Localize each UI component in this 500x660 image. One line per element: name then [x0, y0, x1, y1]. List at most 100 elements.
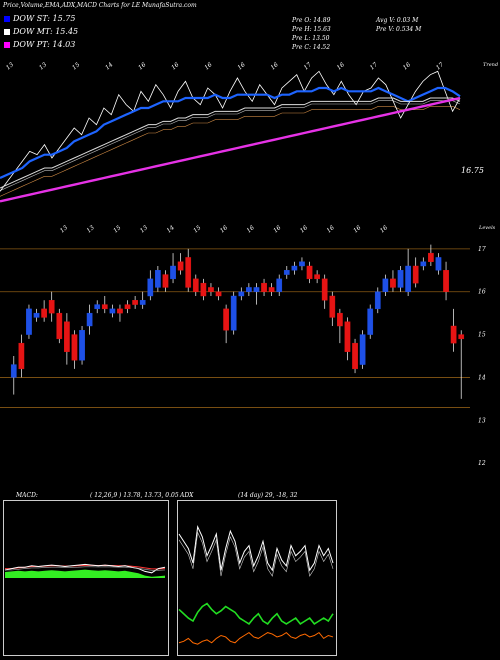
macd-signal-line: [5, 564, 166, 570]
candle-body: [412, 265, 419, 284]
candle-body: [155, 270, 161, 288]
last-value-label: 16.75: [461, 166, 484, 175]
date-label: 16: [269, 61, 279, 71]
date-label: 16: [402, 61, 412, 71]
candle-body: [41, 308, 47, 318]
trend-label: Trend: [483, 62, 498, 68]
candle-body: [124, 304, 131, 310]
candle-body: [329, 295, 336, 318]
date-label: 16: [170, 61, 180, 71]
macd-aux-line: [5, 566, 166, 571]
date-label: 16: [137, 61, 147, 71]
date-label: 13: [85, 224, 95, 234]
date-label: 16: [236, 61, 246, 71]
candle-body: [79, 330, 85, 361]
legend-swatch-st: [4, 15, 10, 22]
candle-body: [397, 270, 404, 288]
candle-body: [367, 308, 374, 335]
candle-body: [170, 265, 176, 280]
candle-body: [200, 282, 207, 297]
macd-label: MACD:: [16, 492, 38, 499]
candle-body: [253, 287, 260, 292]
legend-swatch-pt: [4, 41, 10, 48]
prev-volume: Pre V: 0.534 M: [376, 26, 422, 33]
date-label: 17: [435, 61, 445, 71]
date-label: 15: [192, 224, 202, 234]
candle-body: [276, 278, 283, 292]
date-label: 16: [245, 224, 255, 234]
candle-body: [268, 287, 275, 292]
date-label: 17: [369, 61, 379, 71]
legend-swatch-mt: [4, 28, 10, 35]
date-label: 14: [165, 224, 175, 234]
y-tick-label: 13: [478, 417, 486, 424]
candle-body: [450, 325, 457, 344]
prev-high: Pre H: 15.63: [292, 26, 331, 33]
candle-body: [428, 252, 434, 262]
date-label: 13: [38, 61, 48, 71]
y-tick-label: 12: [478, 460, 486, 467]
candle-body: [101, 304, 108, 310]
adx-minus-di-line: [178, 631, 334, 645]
candle-body: [382, 278, 389, 292]
candle-body: [246, 287, 252, 292]
adx-line: [178, 524, 334, 572]
adx-aux-line: [178, 531, 334, 577]
candle-body: [71, 334, 78, 361]
candle-body: [321, 278, 328, 301]
candle-body: [344, 321, 351, 352]
candle-body: [26, 308, 32, 335]
legend-label-pt: DOW PT: 14.03: [13, 40, 76, 49]
prev-close: Pre C: 14.52: [292, 44, 331, 51]
candle-body: [299, 261, 305, 267]
legend-dow-pt: DOW PT: 14.03: [4, 40, 75, 49]
candle-body: [48, 300, 55, 314]
date-label: 15: [71, 61, 81, 71]
candle-body: [177, 261, 184, 271]
date-label: 17: [302, 61, 312, 71]
legend-dow-mt: DOW MT: 15.45: [4, 27, 78, 36]
page-title: Price,Volume,EMA,ADX,MACD Charts for LE …: [3, 2, 197, 9]
macd-chart: [3, 500, 169, 656]
candle-body: [10, 364, 17, 378]
date-label: 13: [139, 224, 149, 234]
candle-body: [230, 295, 237, 331]
candle-body: [405, 265, 411, 292]
legend-dow-st: DOW ST: 15.75: [4, 14, 75, 23]
y-tick-label: 16: [478, 289, 486, 296]
candle-body: [147, 278, 154, 297]
candle-body: [352, 342, 358, 370]
ema-aux-line: [0, 100, 461, 191]
date-label: 16: [379, 224, 389, 234]
ema-aux-line-2: [0, 106, 461, 197]
candle-body: [109, 308, 116, 314]
candle-body: [94, 304, 101, 310]
prev-low: Pre L: 13.50: [292, 35, 330, 42]
series-dow-mt: [0, 97, 461, 189]
candle-body: [435, 257, 442, 271]
candle-body: [238, 291, 245, 297]
candle-body: [223, 308, 229, 331]
candle-body: [283, 270, 290, 275]
series-dow-st: [0, 86, 461, 180]
date-label: 16: [325, 224, 335, 234]
date-label: 14: [104, 61, 114, 71]
candle-body: [139, 300, 146, 305]
adx-chart: [177, 500, 337, 656]
candle-body: [359, 334, 366, 365]
macd-histogram: [5, 569, 165, 578]
y-tick-label: 17: [478, 246, 486, 253]
series-dow-pt: [0, 96, 461, 203]
legend-label-st: DOW ST: 15.75: [13, 14, 76, 23]
candle-body: [192, 278, 199, 292]
adx-label: ADX: [180, 492, 194, 499]
date-label: 16: [336, 61, 346, 71]
candle-body: [117, 308, 123, 314]
prev-open: Pre O: 14.89: [292, 17, 331, 24]
date-label: 16: [219, 224, 229, 234]
adx-plus-di-line: [178, 602, 334, 625]
adx-frame: [177, 500, 337, 656]
date-label: 16: [203, 61, 213, 71]
levels-label: Levels: [478, 225, 496, 231]
